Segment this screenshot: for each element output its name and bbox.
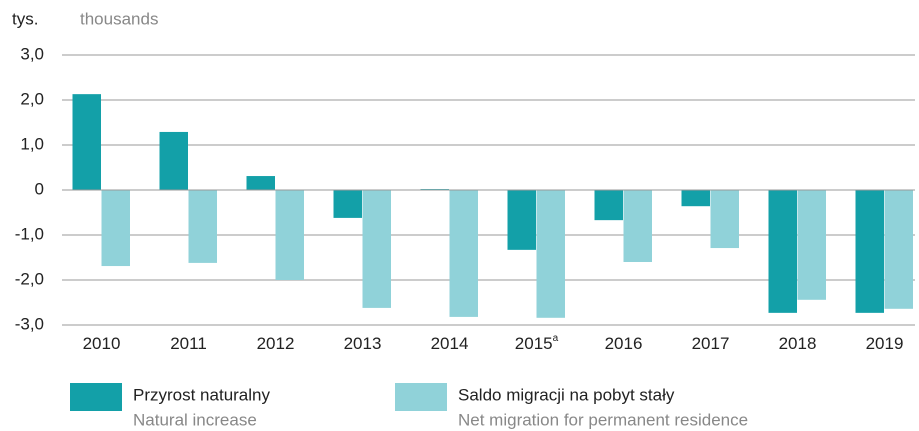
bar	[333, 190, 362, 218]
x-tick-label-text: 2010	[83, 334, 121, 353]
bar	[884, 190, 913, 309]
x-tick-label-text: 2016	[605, 334, 643, 353]
y-tick-label: 3,0	[20, 44, 44, 63]
legend-label: Przyrost naturalny	[133, 385, 270, 404]
x-tick-label-text: 2018	[779, 334, 817, 353]
bar	[536, 190, 565, 318]
legend-label-en: Natural increase	[133, 410, 257, 429]
bar	[768, 190, 797, 313]
legend-swatch	[395, 383, 447, 411]
x-tick-label: 2017	[692, 334, 730, 353]
x-tick-label: 2018	[779, 334, 817, 353]
bar	[623, 190, 652, 262]
bar	[710, 190, 739, 249]
y-unit: tys.	[12, 9, 38, 28]
y-tick-label: -2,0	[15, 269, 44, 288]
x-tick-label-text: 2019	[866, 334, 904, 353]
x-tick-label: 2015a	[515, 333, 559, 354]
x-tick-label: 2014	[431, 334, 469, 353]
bar	[507, 190, 536, 250]
bar	[246, 176, 275, 190]
bar	[449, 190, 478, 317]
y-unit-en: thousands	[80, 9, 158, 28]
bar	[362, 190, 391, 308]
y-tick-label: 1,0	[20, 134, 44, 153]
bar	[855, 190, 884, 313]
x-tick-note: a	[553, 333, 559, 344]
bar	[681, 190, 710, 207]
bar	[101, 190, 130, 267]
bar	[797, 190, 826, 300]
x-tick-label-text: 2012	[257, 334, 295, 353]
x-tick-label: 2010	[83, 334, 121, 353]
x-tick-label-text: 2011	[170, 334, 207, 353]
y-tick-label: -3,0	[15, 314, 44, 333]
x-tick-label: 2013	[344, 334, 382, 353]
bar	[159, 131, 188, 190]
bar	[275, 190, 304, 280]
x-tick-label: 2016	[605, 334, 643, 353]
x-tick-label-text: 2013	[344, 334, 382, 353]
bar	[188, 190, 217, 263]
x-tick-label: 2012	[257, 334, 295, 353]
y-tick-label: 0	[35, 179, 44, 198]
x-tick-label-text: 2014	[431, 334, 469, 353]
bar	[594, 190, 623, 221]
legend-swatch	[70, 383, 122, 411]
x-tick-label: 2019	[866, 334, 904, 353]
x-tick-label-text: 2017	[692, 334, 730, 353]
x-tick-label: 2011	[170, 334, 207, 353]
x-tick-label-text: 2015	[515, 334, 553, 353]
legend-label: Saldo migracji na pobyt stały	[458, 385, 675, 404]
y-tick-label: 2,0	[20, 89, 44, 108]
bar	[72, 94, 101, 190]
legend-label-en: Net migration for permanent residence	[458, 410, 748, 429]
y-tick-label: -1,0	[15, 224, 44, 243]
